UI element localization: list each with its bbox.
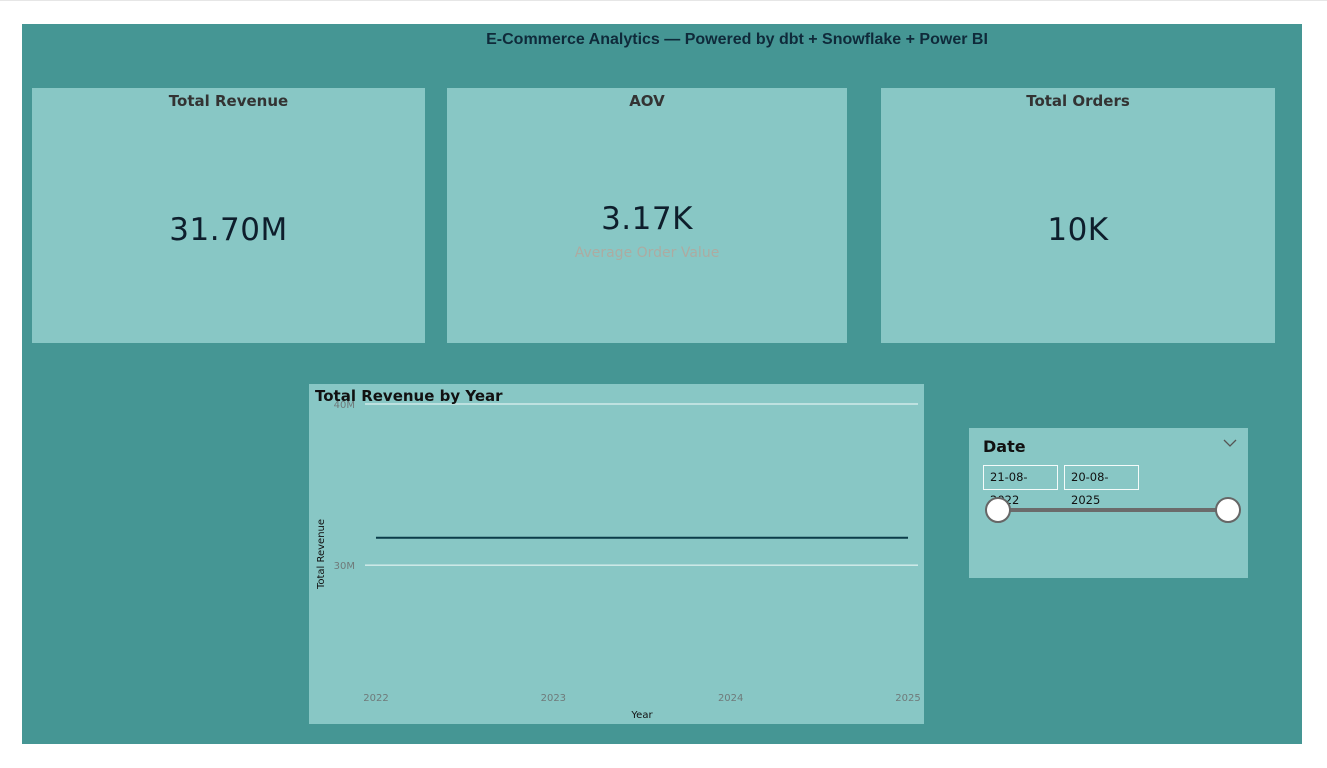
x-tick-label: 2022 bbox=[363, 693, 388, 704]
total-orders-card[interactable]: Total Orders 10K bbox=[881, 88, 1275, 343]
chevron-down-icon[interactable] bbox=[1223, 438, 1237, 448]
card-title: Total Orders bbox=[1026, 92, 1130, 110]
y-tick-label: 30M bbox=[334, 561, 355, 572]
aov-card[interactable]: AOV 3.17K Average Order Value bbox=[447, 88, 847, 343]
end-date-field[interactable]: 20-08-2025 bbox=[1064, 465, 1139, 507]
card-title: Total Revenue bbox=[168, 92, 289, 110]
chart-title: Total Revenue by Year bbox=[315, 387, 503, 405]
x-tick-label: 2024 bbox=[718, 693, 743, 704]
chart-svg: 30M 40M 2022 2023 2024 2025 Year Total Revenue bbox=[316, 400, 921, 721]
end-date-handle[interactable] bbox=[1215, 497, 1241, 523]
date-slicer: Date 21-08-2022 20-08-2025 bbox=[969, 428, 1248, 578]
total-revenue-card[interactable]: Total Revenue 31.70M bbox=[32, 88, 425, 343]
report-title: E-Commerce Analytics — Powered by dbt + … bbox=[486, 31, 988, 48]
report-canvas: E-Commerce Analytics — Powered by dbt + … bbox=[22, 24, 1302, 744]
card-value: 3.17K bbox=[601, 201, 693, 237]
top-divider bbox=[0, 0, 1327, 1]
x-tick-label: 2023 bbox=[541, 693, 566, 704]
x-axis-label: Year bbox=[630, 710, 653, 721]
y-tick-label: 40M bbox=[334, 400, 355, 411]
date-range-track[interactable] bbox=[998, 508, 1227, 512]
slicer-title: Date bbox=[983, 437, 1026, 456]
card-title: AOV bbox=[629, 92, 665, 110]
y-axis-label: Total Revenue bbox=[316, 519, 327, 590]
start-date-field[interactable]: 21-08-2022 bbox=[983, 465, 1058, 507]
x-tick-label: 2025 bbox=[895, 693, 920, 704]
card-value: 31.70M bbox=[169, 212, 288, 248]
card-subtitle: Average Order Value bbox=[574, 245, 720, 261]
card-value: 10K bbox=[1047, 212, 1109, 248]
revenue-by-year-chart[interactable]: 30M 40M 2022 2023 2024 2025 Year Total Revenue … bbox=[309, 384, 924, 724]
start-date-handle[interactable] bbox=[985, 497, 1011, 523]
